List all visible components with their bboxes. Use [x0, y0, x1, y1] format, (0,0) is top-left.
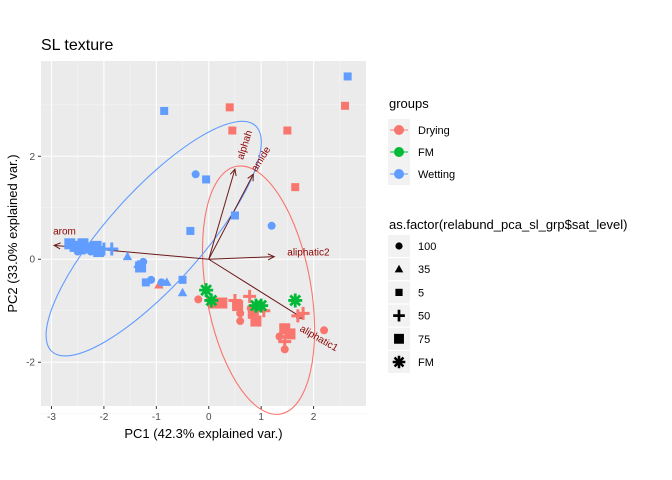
legend-shape-label: 5 [418, 287, 424, 299]
legend-shape-fm [392, 355, 406, 369]
x-tick-label: 0 [206, 412, 212, 423]
point-wetting [178, 275, 187, 284]
point-wetting [230, 211, 239, 220]
point-wetting [86, 247, 95, 256]
arrow-alphah [208, 168, 236, 260]
legend-shape-label: 75 [418, 334, 430, 346]
legend: groups Drying FM Wetting as.factor(relabund_… [388, 96, 627, 373]
y-axis-label: PC2 (33.0% explained var.) [5, 154, 20, 312]
legend-shape-5 [395, 288, 403, 296]
point-wetting [267, 221, 276, 230]
legend-label-wetting: Wetting [418, 169, 455, 181]
point-drying [280, 345, 289, 354]
point-drying [243, 289, 257, 303]
point-drying [247, 307, 259, 319]
legend-groups-title: groups [389, 96, 429, 111]
x-tick-label: 1 [258, 412, 264, 423]
legend-key-fm [394, 147, 404, 157]
arrow-aliphatic1 [208, 258, 304, 319]
point-wetting [105, 242, 119, 256]
point-drying [236, 317, 245, 326]
point-drying [250, 315, 262, 327]
arrow-label-arom: arom [53, 226, 76, 237]
point-drying [216, 297, 228, 309]
point-drying [225, 103, 234, 112]
legend-shape-title: as.factor(relabund_pca_sl_grp$sat_level) [389, 217, 627, 232]
y-tick-label: 2 [29, 152, 35, 163]
point-wetting [141, 278, 150, 287]
legend-shape-100 [395, 242, 403, 250]
point-drying [296, 306, 310, 320]
point-wetting [160, 106, 169, 115]
x-tick-label: -1 [152, 412, 161, 423]
arrow-label-aliphatic2: aliphatic2 [287, 248, 330, 259]
point-drying [236, 309, 245, 318]
point-drying [228, 126, 237, 135]
point-fm [288, 293, 303, 308]
point-drying [284, 328, 296, 340]
point-drying [283, 126, 292, 135]
legend-shape-label: FM [418, 357, 434, 369]
point-wetting [122, 251, 133, 261]
legend-shape-label: 35 [418, 264, 430, 276]
point-wetting [343, 72, 352, 81]
data-points [64, 72, 352, 354]
legend-shape-label: 50 [418, 311, 430, 323]
point-wetting [162, 277, 172, 286]
legend-shape-35 [394, 264, 404, 273]
point-drying [320, 326, 329, 335]
point-drying [275, 332, 284, 341]
legend-label-drying: Drying [418, 125, 450, 137]
legend-shape-75 [394, 333, 404, 344]
legend-label-fm: FM [418, 147, 434, 159]
y-tick-label: 0 [29, 255, 35, 266]
point-drying [291, 183, 300, 192]
point-fm [199, 283, 214, 298]
x-axis-label: PC1 (42.3% explained var.) [124, 426, 282, 441]
point-fm [204, 293, 219, 308]
point-wetting [135, 261, 147, 273]
arrow-aliphatic2 [208, 256, 275, 260]
arrowhead-amide [247, 173, 254, 182]
point-wetting [186, 226, 195, 235]
x-tick-label: 2 [311, 412, 317, 423]
point-fm [254, 298, 269, 313]
arrowhead-alphah [229, 168, 237, 177]
arrowhead-arom [52, 242, 61, 250]
grid [41, 61, 366, 415]
point-wetting [177, 287, 188, 297]
point-wetting [73, 247, 82, 256]
point-drying [341, 101, 350, 110]
y-tick-label: -2 [26, 358, 35, 369]
point-wetting [191, 170, 200, 179]
x-tick-label: -2 [99, 412, 108, 423]
x-tick-label: -3 [47, 412, 56, 423]
ellipse-wetting [45, 120, 262, 357]
legend-key-wetting [394, 169, 404, 179]
legend-key-drying [394, 125, 404, 135]
legend-shape-label: 100 [418, 241, 436, 253]
point-wetting [139, 257, 148, 266]
arrowhead-aliphatic2 [267, 253, 276, 261]
axis-ticks: -3 -2 -1 0 1 2 -2 0 2 [26, 152, 317, 423]
point-drying [232, 300, 244, 312]
legend-shape-50 [393, 309, 405, 322]
point-wetting [147, 275, 156, 284]
chart-title: SL texture [41, 37, 113, 54]
point-wetting [202, 175, 211, 184]
point-wetting [93, 246, 105, 258]
point-wetting [82, 242, 94, 254]
point-drying [194, 295, 203, 304]
